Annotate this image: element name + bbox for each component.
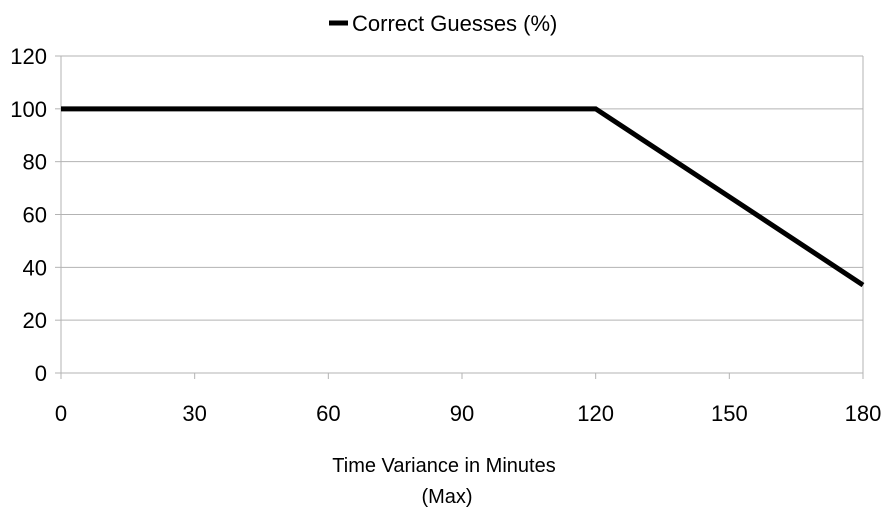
x-tick-label-90: 90 <box>450 401 474 426</box>
x-tick-label-60: 60 <box>316 401 340 426</box>
y-tick-label-60: 60 <box>23 203 47 228</box>
y-tick-labels: 0 20 40 60 80 100 120 <box>10 44 47 386</box>
x-axis-subtitle: (Max) <box>421 486 472 508</box>
x-axis-title: Time Variance in Minutes <box>332 455 555 477</box>
legend: Correct Guesses (%) <box>329 11 557 36</box>
x-tick-label-30: 30 <box>182 401 206 426</box>
x-tick-label-180: 180 <box>845 401 882 426</box>
axes <box>55 55 864 379</box>
series <box>61 106 865 288</box>
x-tick-label-0: 0 <box>55 401 67 426</box>
y-tick-label-0: 0 <box>35 361 47 386</box>
x-tick-label-150: 150 <box>711 401 748 426</box>
y-tick-label-120: 120 <box>10 44 47 69</box>
y-tick-label-80: 80 <box>23 150 47 175</box>
y-tick-label-40: 40 <box>23 255 47 280</box>
gridlines <box>61 55 863 321</box>
x-tick-label-120: 120 <box>577 401 614 426</box>
y-tick-label-20: 20 <box>23 308 47 333</box>
y-tick-label-100: 100 <box>10 97 47 122</box>
legend-label: Correct Guesses (%) <box>352 11 557 36</box>
series-line-0 <box>61 106 865 288</box>
x-tick-labels: 0 30 60 90 120 150 180 <box>55 401 881 426</box>
